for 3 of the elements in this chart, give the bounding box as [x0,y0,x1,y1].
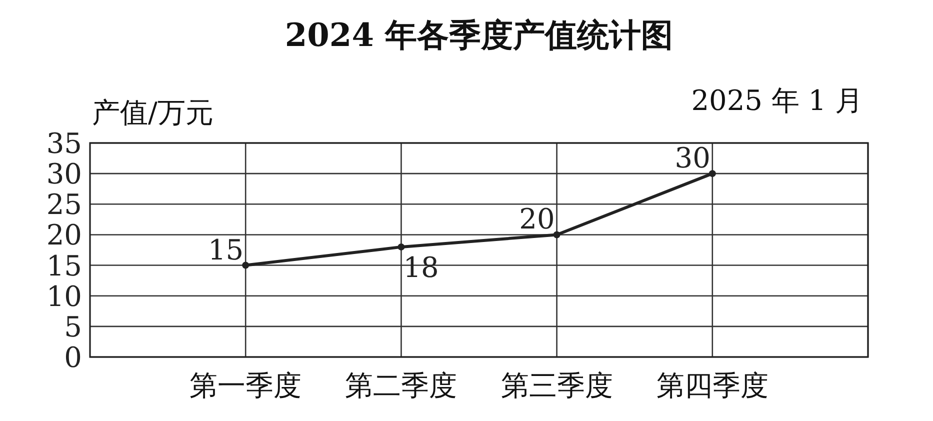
ylabel: 产值/万元 [92,96,214,129]
title: 2024 年各季度产值统计图 [284,16,674,54]
annotation: 2025 年 1 月 [691,84,863,117]
